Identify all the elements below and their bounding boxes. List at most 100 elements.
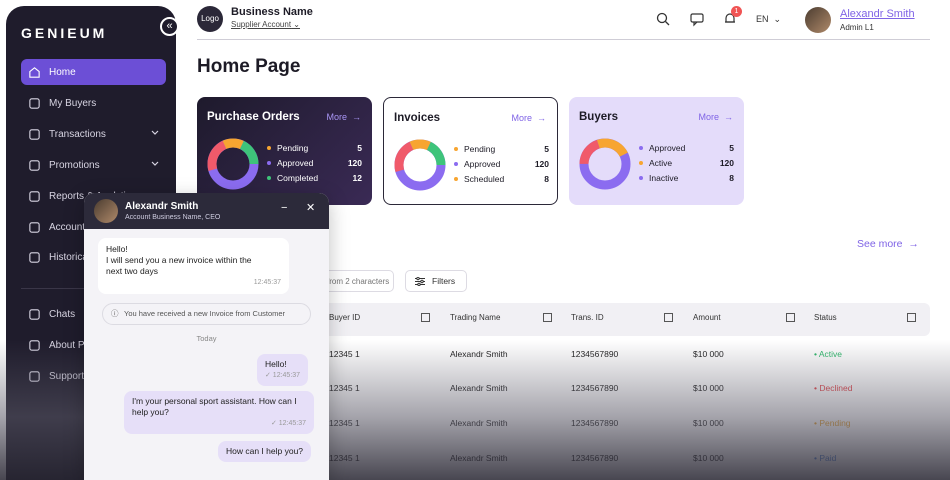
column-header-trans-id[interactable]: Trans. ID (571, 313, 604, 322)
bell-icon[interactable] (722, 11, 738, 27)
cell-trading-name: Alexandr Smith (450, 418, 508, 428)
legend-value: 5 (357, 143, 362, 153)
see-more-link[interactable]: See more → (857, 238, 919, 250)
sidebar-item-chats[interactable]: Chats (21, 301, 166, 327)
chevron-down-icon (151, 161, 159, 166)
message-line: help you? (132, 407, 169, 417)
account-icon (29, 221, 40, 233)
card-more-link[interactable]: More → (326, 112, 361, 122)
invoices-donut (394, 139, 446, 191)
column-sort-icon[interactable] (421, 313, 430, 322)
reports-icon (29, 190, 40, 202)
sidebar-item-transactions[interactable]: Transactions (21, 121, 166, 147)
status-badge: • Active (814, 349, 843, 359)
table-header (312, 303, 930, 336)
info-icon: ⓘ (111, 309, 119, 318)
sidebar-item-label: Transactions (49, 128, 106, 140)
cell-buyer-id: 12345 1 (329, 418, 360, 428)
cell-buyer-id: 12345 1 (329, 349, 360, 359)
search-input[interactable] (312, 270, 394, 292)
sidebar-item-promotions[interactable]: Promotions (21, 152, 166, 178)
filters-button[interactable]: Filters (405, 270, 467, 292)
sidebar-item-historical[interactable]: Historical (21, 244, 166, 270)
status-badge: • Declined (814, 383, 853, 393)
chats-icon (29, 308, 40, 320)
system-notification: ⓘ You have received a new Invoice from C… (102, 303, 311, 325)
sidebar-item-account[interactable]: Account (21, 214, 166, 240)
legend-label: Pending (464, 144, 496, 154)
cell-trading-name: Alexandr Smith (450, 349, 508, 359)
message-line: Hello! (106, 244, 128, 254)
card-more-link[interactable]: More → (698, 112, 733, 122)
column-header-amount[interactable]: Amount (693, 313, 721, 322)
legend-value: 5 (544, 144, 549, 154)
card-title: Buyers (579, 111, 618, 123)
account-type-dropdown[interactable]: Supplier Account ⌄ (231, 20, 300, 29)
support-icon (29, 370, 40, 382)
sidebar-item-label: Home (49, 66, 76, 78)
purchase-orders-card: Purchase Orders More → Pending 5 Approved… (197, 97, 372, 205)
promotions-icon (29, 159, 40, 171)
cell-amount: $10 000 (693, 383, 724, 393)
legend-label: Approved (277, 158, 314, 168)
sidebar-item-my-buyers[interactable]: My Buyers (21, 90, 166, 116)
status-label: Declined (819, 383, 853, 393)
close-icon[interactable]: ✕ (306, 202, 316, 214)
legend-row: Approved 120 (267, 158, 362, 168)
brand-logo: GENIEUM (21, 25, 108, 41)
status-badge: • Paid (814, 453, 837, 463)
column-sort-icon[interactable] (664, 313, 673, 322)
message-line: I will send you a new invoice within the (106, 255, 252, 265)
chat-window: Alexandr Smith Account Business Name, CE… (84, 193, 329, 480)
column-header-status[interactable]: Status (814, 313, 837, 322)
legend-row: Approved 5 (639, 143, 734, 153)
cell-trading-name: Alexandr Smith (450, 383, 508, 393)
cell-amount: $10 000 (693, 453, 724, 463)
chat-contact-subtitle: Account Business Name, CEO (125, 214, 221, 221)
page-title: Home Page (197, 56, 301, 77)
minimize-icon[interactable]: − (281, 202, 288, 214)
chat-messages: Hello! I will send you a new invoice wit… (84, 229, 329, 480)
purchase-orders-donut (207, 138, 259, 190)
user-role: Admin L1 (840, 23, 874, 32)
sidebar-item-label: Historical (49, 251, 91, 263)
sidebar-collapse-button[interactable]: « (160, 17, 179, 36)
legend-row: Pending 5 (267, 143, 362, 153)
legend-row: Inactive 8 (639, 173, 734, 183)
column-header-buyer-id[interactable]: Buyer ID (329, 313, 361, 322)
message-line: Hello! (265, 359, 287, 369)
cell-buyer-id: 12345 1 (329, 383, 360, 393)
day-separator: Today (196, 334, 217, 343)
column-sort-icon[interactable] (543, 313, 552, 322)
avatar[interactable] (805, 7, 831, 33)
message-icon[interactable] (689, 11, 705, 27)
legend-row: Pending 5 (454, 144, 549, 154)
column-sort-icon[interactable] (907, 313, 916, 322)
legend-label: Active (649, 158, 673, 168)
sidebar-item-home[interactable]: Home (21, 59, 166, 85)
buyers-icon (29, 97, 40, 109)
user-name[interactable]: Alexandr Smith (840, 8, 915, 20)
message-time: 12:45:37 (253, 279, 281, 286)
legend-value: 12 (352, 173, 362, 183)
card-more-link[interactable]: More → (511, 113, 546, 123)
sidebar-item-label: Support (49, 370, 85, 382)
cell-trans-id: 1234567890 (571, 418, 619, 428)
account-type-label: Supplier Account (231, 20, 292, 29)
status-label: Active (818, 349, 843, 359)
language-selector[interactable]: EN ⌄ (756, 14, 782, 24)
column-header-trading-name[interactable]: Trading Name (450, 313, 501, 322)
chat-contact-name: Alexandr Smith (125, 201, 199, 212)
search-icon[interactable] (655, 11, 671, 27)
system-message-text: You have received a new Invoice from Cus… (124, 309, 286, 318)
legend-value: 8 (729, 173, 734, 183)
message-time: ✓ 12:45:37 (265, 372, 301, 379)
legend-value: 8 (544, 174, 549, 184)
filter-icon (415, 277, 425, 286)
chevron-down-icon (151, 130, 159, 135)
status-label: Pending (819, 418, 851, 428)
sidebar-item-label: Chats (49, 308, 76, 320)
outgoing-message: Hello! ✓ 12:45:37 (257, 354, 309, 386)
card-title: Purchase Orders (207, 111, 300, 123)
column-sort-icon[interactable] (786, 313, 795, 322)
